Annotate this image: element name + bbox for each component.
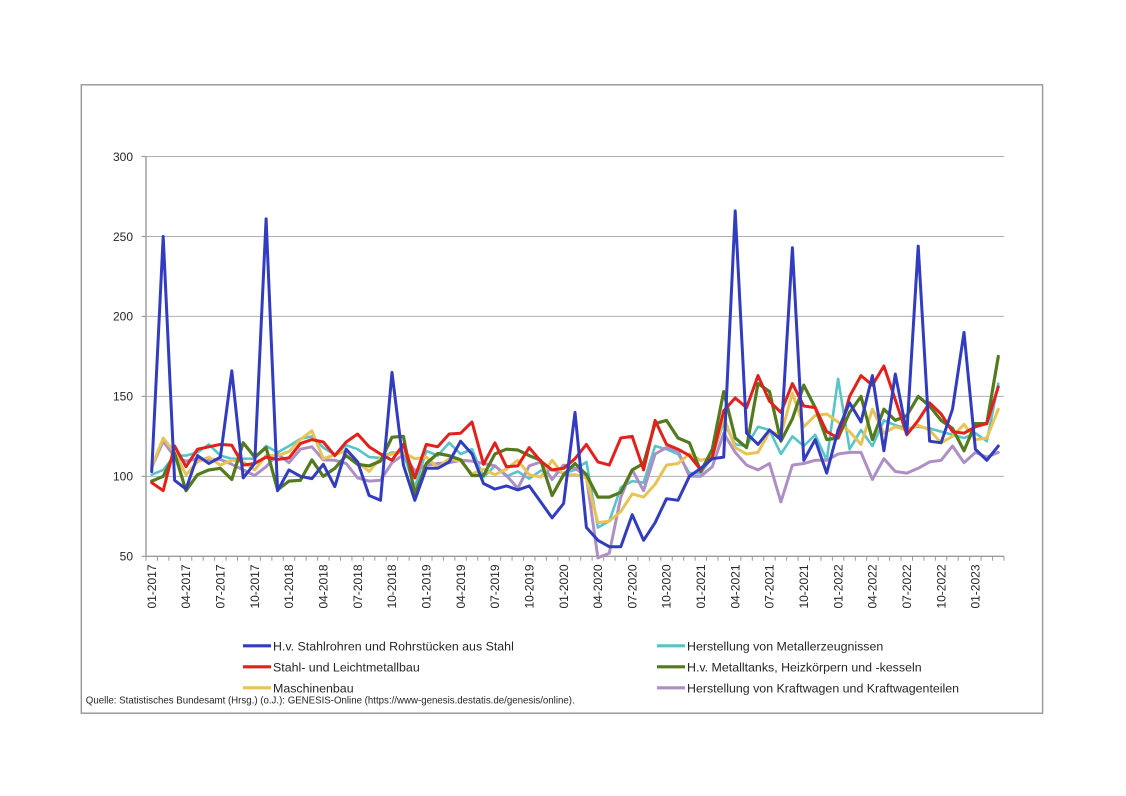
svg-text:250: 250 [113, 230, 133, 244]
svg-text:10-2022: 10-2022 [934, 564, 948, 608]
svg-text:300: 300 [113, 150, 133, 164]
svg-text:04-2019: 04-2019 [454, 564, 468, 608]
svg-text:Herstellung von Kraftwagen und: Herstellung von Kraftwagen und Kraftwage… [687, 681, 959, 695]
svg-text:04-2021: 04-2021 [728, 564, 742, 608]
svg-text:01-2020: 01-2020 [557, 564, 571, 608]
svg-text:07-2018: 07-2018 [351, 564, 365, 608]
svg-text:04-2018: 04-2018 [317, 564, 331, 608]
svg-text:Quelle: Statistisches Bundesam: Quelle: Statistisches Bundesamt (Hrsg.) … [86, 696, 575, 707]
svg-text:10-2020: 10-2020 [660, 564, 674, 608]
svg-text:50: 50 [120, 550, 134, 564]
svg-text:Stahl- und Leichtmetallbau: Stahl- und Leichtmetallbau [273, 660, 420, 674]
svg-text:01-2018: 01-2018 [282, 564, 296, 608]
svg-text:01-2021: 01-2021 [694, 564, 708, 608]
svg-text:01-2017: 01-2017 [145, 564, 159, 608]
svg-text:01-2019: 01-2019 [420, 564, 434, 608]
svg-text:07-2022: 07-2022 [900, 564, 914, 608]
svg-text:10-2018: 10-2018 [385, 564, 399, 608]
svg-text:200: 200 [113, 310, 133, 324]
svg-text:07-2020: 07-2020 [625, 564, 639, 608]
svg-text:04-2017: 04-2017 [179, 564, 193, 608]
svg-text:100: 100 [113, 470, 133, 484]
svg-text:H.v. Metalltanks, Heizkörpern: H.v. Metalltanks, Heizkörpern und -kesse… [687, 660, 922, 674]
svg-text:Herstellung von Metallerzeugni: Herstellung von Metallerzeugnissen [687, 639, 883, 653]
svg-text:Maschinenbau: Maschinenbau [273, 681, 354, 695]
svg-text:H.v. Stahlrohren und Rohrstück: H.v. Stahlrohren und Rohrstücken aus Sta… [273, 639, 514, 653]
svg-text:07-2021: 07-2021 [763, 564, 777, 608]
svg-text:01-2022: 01-2022 [831, 564, 845, 608]
svg-text:01-2023: 01-2023 [969, 564, 983, 608]
svg-text:10-2017: 10-2017 [248, 564, 262, 608]
svg-text:10-2019: 10-2019 [522, 564, 536, 608]
svg-text:10-2021: 10-2021 [797, 564, 811, 608]
svg-text:150: 150 [113, 390, 133, 404]
svg-text:04-2020: 04-2020 [591, 564, 605, 608]
svg-text:07-2019: 07-2019 [488, 564, 502, 608]
svg-text:04-2022: 04-2022 [866, 564, 880, 608]
svg-text:07-2017: 07-2017 [214, 564, 228, 608]
